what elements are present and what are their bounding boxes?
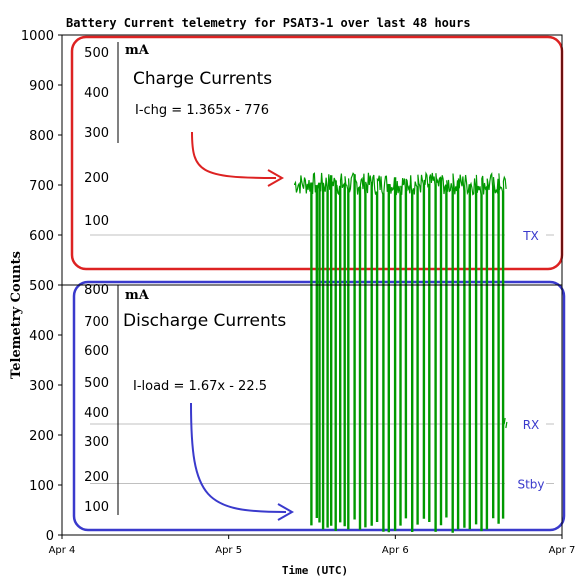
charge-scale-label: 500 [84,46,109,61]
reference-label-rx: RX [523,418,540,432]
y-tick-label: 0 [46,529,54,544]
y-tick-label: 700 [29,179,54,194]
charge-scale-label: 200 [84,171,109,186]
y-tick-label: 300 [29,379,54,394]
telemetry-series-line [294,171,507,533]
charge-arrowhead [267,169,285,187]
discharge-formula: I-load = 1.67x - 22.5 [133,379,267,394]
charge-scale-label: 300 [84,126,109,141]
panel-layer: 500 400 300 200 100 mA Charge Currents I-chg = … [70,35,566,532]
discharge-scale-label: 400 [84,406,109,421]
discharge-arrow [190,402,287,513]
discharge-scale-label: 600 [84,344,109,359]
discharge-unit: mA [125,288,150,303]
charge-unit: mA [125,43,150,58]
y-tick-label: 800 [29,129,54,144]
y-tick-label: 200 [29,429,54,444]
y-axis-label: Telemetry Counts [9,251,24,379]
discharge-scale-label: 500 [84,376,109,391]
discharge-arrowhead [277,503,295,521]
x-tick-label: Apr 7 [549,545,576,556]
y-tick-label: 900 [29,79,54,94]
x-axis-label: Time (UTC) [282,564,348,577]
y-tick-label: 1000 [21,29,54,44]
y-tick-label: 100 [29,479,54,494]
y-tick-label: 600 [29,229,54,244]
discharge-panel-title: Discharge Currents [123,311,286,331]
discharge-scale-label: 700 [84,315,109,330]
reference-label-tx: TX [522,229,539,243]
x-tick-label: Apr 5 [215,545,242,556]
discharge-scale-label: 100 [84,500,109,515]
x-tick-label: Apr 4 [49,545,76,556]
y-tick-label: 500 [29,279,54,294]
chart-title: Battery Current telemetry for PSAT3-1 ov… [66,16,471,30]
charge-panel-title: Charge Currents [133,69,272,89]
annotation-layer: TX RX Stby [190,131,545,521]
charge-formula: I-chg = 1.365x - 776 [135,103,269,118]
telemetry-point [505,421,508,429]
discharge-scale-label: 300 [84,435,109,450]
series-layer [294,171,508,533]
telemetry-point [503,417,506,425]
x-tick-label: Apr 6 [382,545,409,556]
reference-label-stby: Stby [517,478,544,492]
discharge-scale-label: 800 [84,283,109,298]
axis-layer: 0 100 200 300 400 500 600 700 800 900 1000 Apr 4 Apr… [21,29,576,556]
charge-arrow [191,131,277,179]
charge-scale-label: 100 [84,214,109,229]
discharge-scale-label: 200 [84,470,109,485]
y-tick-label: 400 [29,329,54,344]
charge-scale-label: 400 [84,86,109,101]
